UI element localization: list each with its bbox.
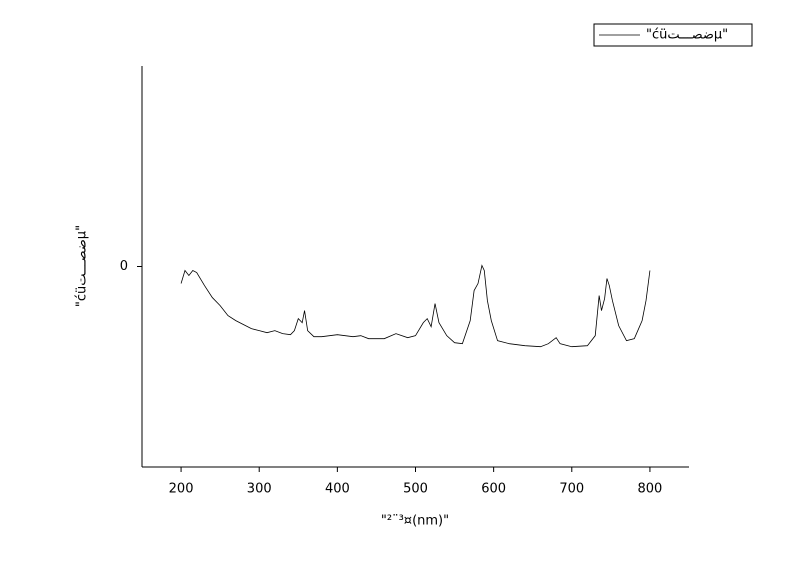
data-line <box>180 264 651 348</box>
x-axis-label: "²¨³¤(nm)" <box>381 514 449 529</box>
x-tick-label: 400 <box>325 482 350 497</box>
y-tick-label: 0 <box>120 259 128 274</box>
x-tick-label: 200 <box>169 482 194 497</box>
x-tick-label: 800 <box>638 482 663 497</box>
x-tick-label: 600 <box>481 482 506 497</box>
x-tick-label: 700 <box>559 482 584 497</box>
legend-label: "ćüضصـــتµ" <box>646 28 728 43</box>
y-axis-label: "ćüضصـــتµ" <box>75 225 90 307</box>
x-tick-label: 300 <box>247 482 272 497</box>
x-tick-label: 500 <box>403 482 428 497</box>
legend-box <box>593 23 753 47</box>
